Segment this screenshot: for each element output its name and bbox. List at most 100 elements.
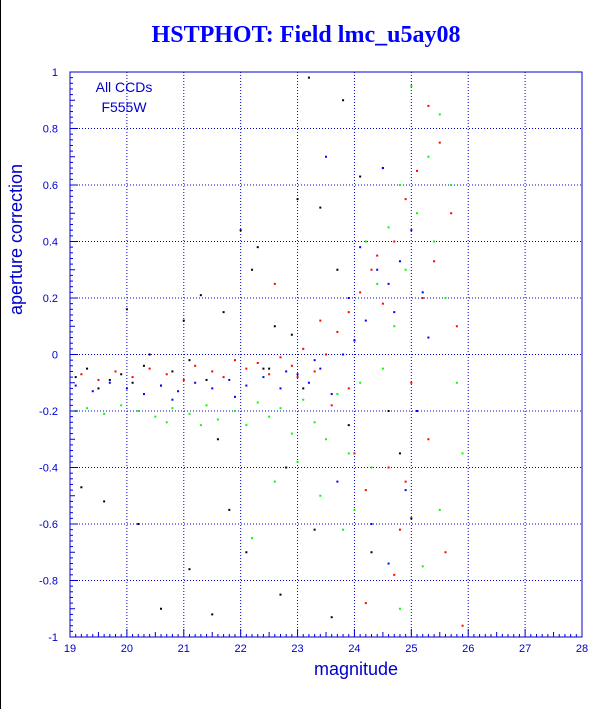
x-tick-label: 24 xyxy=(348,643,360,655)
data-point xyxy=(131,381,134,384)
data-point xyxy=(364,602,367,605)
data-point xyxy=(302,398,305,401)
y-tick-label: -0.2 xyxy=(39,406,58,418)
data-point xyxy=(194,364,197,367)
data-point xyxy=(245,384,248,387)
chart-title: HSTPHOT: Field lmc_u5ay08 xyxy=(151,22,461,48)
data-point xyxy=(268,367,271,370)
data-point xyxy=(398,260,401,263)
data-point xyxy=(336,330,339,333)
data-point xyxy=(296,373,299,376)
data-point xyxy=(108,378,111,381)
data-point xyxy=(290,333,293,336)
data-point xyxy=(131,376,134,379)
data-point xyxy=(438,508,441,511)
data-point xyxy=(359,246,362,249)
data-point xyxy=(347,311,350,314)
data-point xyxy=(103,412,106,415)
data-point xyxy=(433,240,436,243)
data-point xyxy=(165,373,168,376)
data-point xyxy=(86,367,89,370)
data-point xyxy=(336,480,339,483)
data-point xyxy=(427,438,430,441)
data-point xyxy=(364,319,367,322)
data-point xyxy=(342,528,345,531)
x-tick-label: 23 xyxy=(291,643,303,655)
data-point xyxy=(450,184,453,186)
data-point xyxy=(148,353,151,356)
data-point xyxy=(233,395,236,398)
data-point xyxy=(137,410,140,412)
data-point xyxy=(387,226,390,229)
data-point xyxy=(279,407,282,410)
data-point xyxy=(387,466,390,469)
data-point xyxy=(387,410,390,412)
data-point xyxy=(182,378,185,381)
data-point xyxy=(222,376,225,379)
data-point xyxy=(444,297,447,299)
data-point xyxy=(381,302,384,305)
data-point xyxy=(273,325,276,328)
data-point xyxy=(393,311,396,314)
data-point xyxy=(433,260,436,263)
x-tick-label: 22 xyxy=(235,643,247,655)
x-tick-label: 20 xyxy=(121,643,133,655)
annotation-ccds: All CCDs xyxy=(96,79,153,95)
data-point xyxy=(188,359,191,362)
y-tick-label: 0.8 xyxy=(43,124,58,136)
data-point xyxy=(233,410,236,412)
y-tick-label: 0.6 xyxy=(43,180,58,192)
data-point xyxy=(279,356,282,359)
data-point xyxy=(438,141,441,144)
data-point xyxy=(376,254,379,257)
data-point xyxy=(273,282,276,285)
data-point xyxy=(404,198,407,201)
data-point xyxy=(330,404,333,407)
data-point xyxy=(290,364,293,367)
data-point xyxy=(97,378,100,381)
data-point xyxy=(364,489,367,492)
data-point xyxy=(359,381,362,384)
data-point xyxy=(211,387,214,390)
data-point xyxy=(205,404,208,407)
data-point xyxy=(125,308,128,311)
data-point xyxy=(222,311,225,314)
y-tick-label: 1 xyxy=(52,67,58,79)
data-point xyxy=(353,339,356,342)
data-point xyxy=(381,367,384,370)
x-tick-label: 19 xyxy=(64,643,76,655)
data-point xyxy=(342,353,345,356)
data-point xyxy=(239,229,242,232)
data-point xyxy=(370,523,373,525)
y-tick-label: -0.6 xyxy=(39,519,58,531)
data-point xyxy=(427,104,430,107)
data-point xyxy=(120,404,123,407)
data-point xyxy=(313,528,316,531)
x-axis-label: magnitude xyxy=(314,659,398,679)
data-point xyxy=(461,624,464,627)
y-tick-label: -1 xyxy=(48,632,58,644)
data-point xyxy=(188,568,191,571)
data-point xyxy=(387,562,390,565)
data-point xyxy=(455,325,458,328)
data-point xyxy=(325,438,327,441)
data-point xyxy=(313,370,316,373)
data-point xyxy=(307,381,310,384)
window-frame-edge xyxy=(0,0,1,709)
data-point xyxy=(353,508,356,511)
data-point xyxy=(108,381,111,384)
data-point xyxy=(188,412,191,415)
data-point xyxy=(142,364,145,367)
data-point xyxy=(325,155,327,158)
data-point xyxy=(381,167,384,170)
y-axis-label: aperture correction xyxy=(6,164,26,315)
data-point xyxy=(393,240,396,243)
x-tick-label: 21 xyxy=(178,643,190,655)
data-point xyxy=(347,452,350,455)
data-point xyxy=(410,229,413,232)
data-point xyxy=(154,415,157,418)
data-point xyxy=(404,489,407,492)
data-point xyxy=(256,246,259,249)
y-tick-label: 0.2 xyxy=(43,293,58,305)
data-point xyxy=(80,486,83,489)
